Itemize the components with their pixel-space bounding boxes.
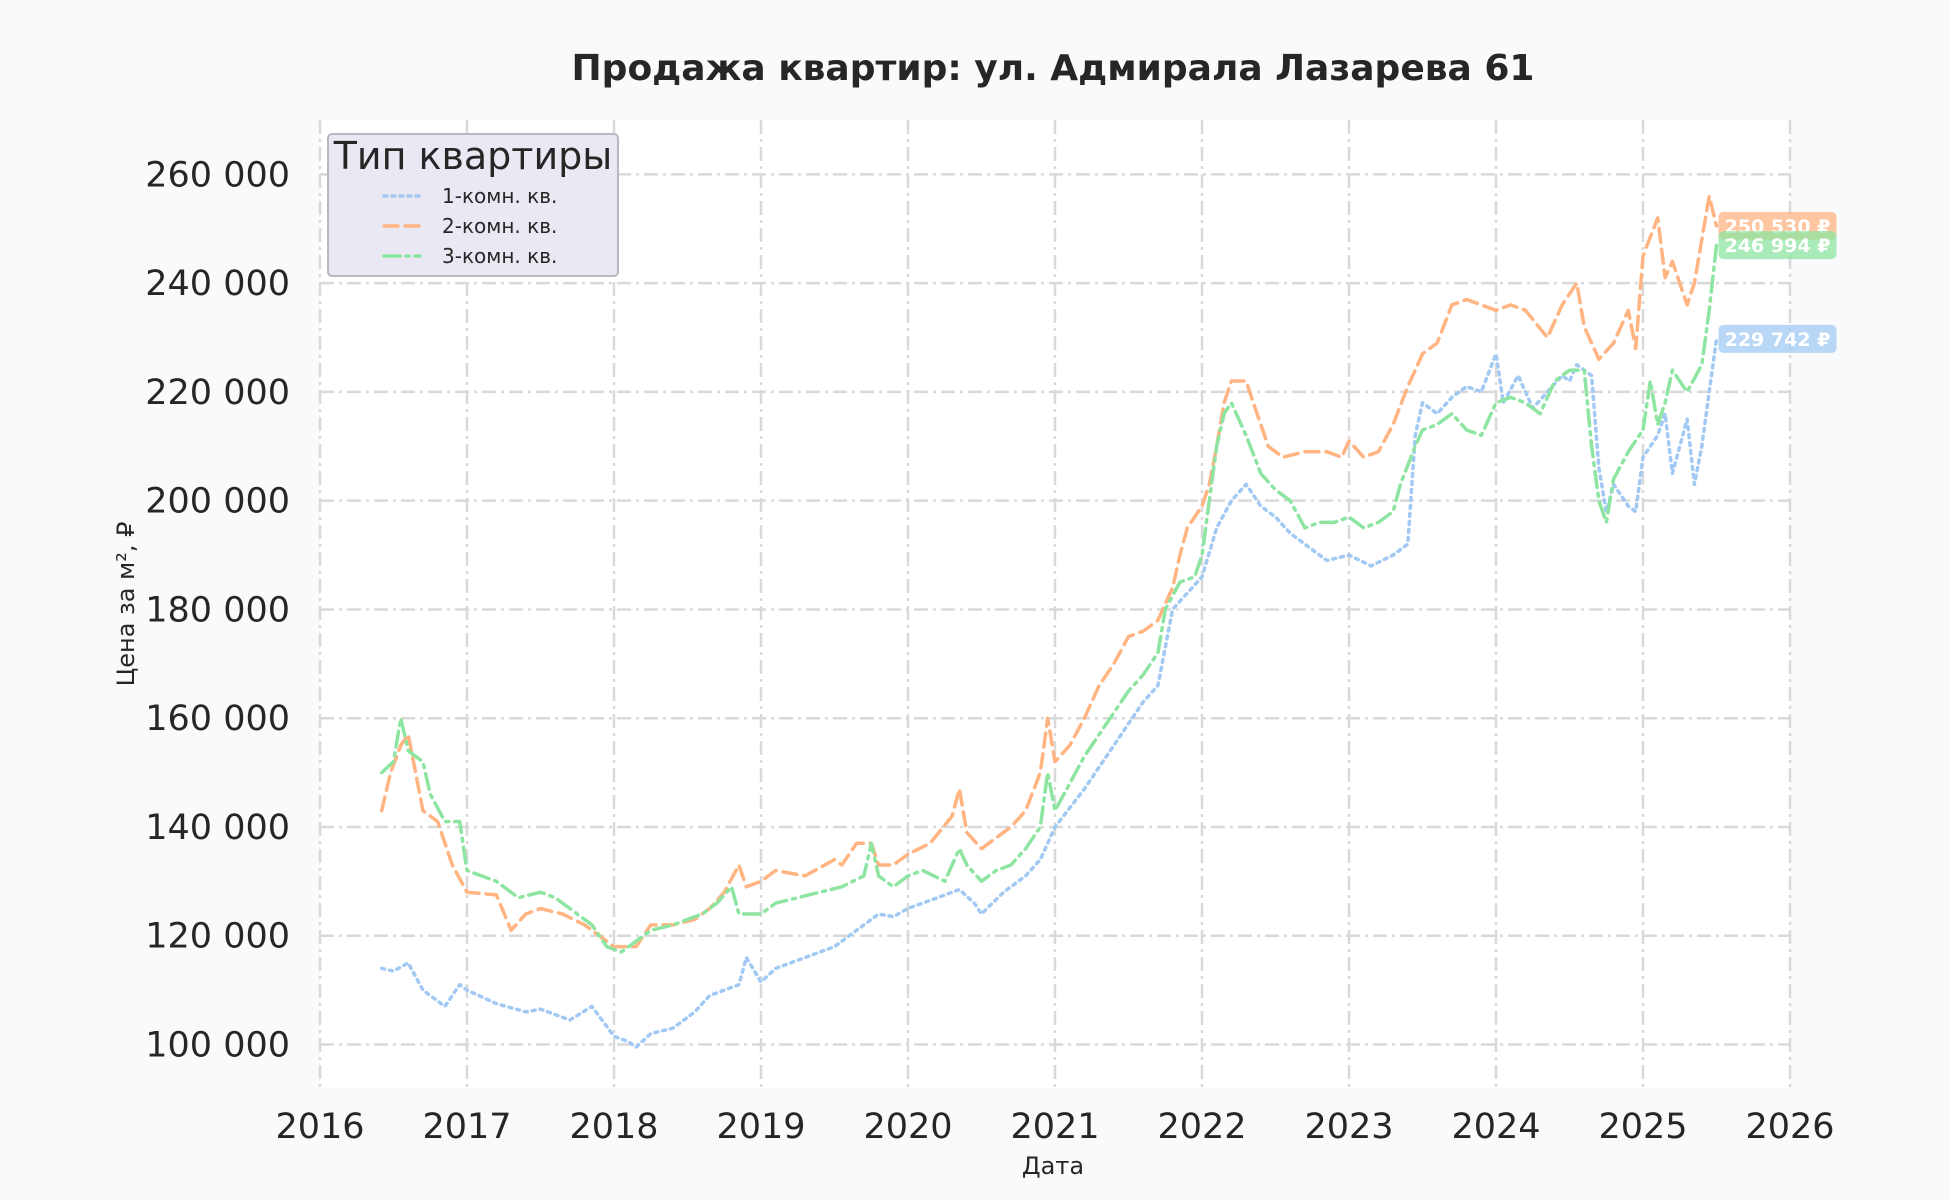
legend-box	[327, 133, 619, 277]
y-tick-label: 260 000	[145, 155, 290, 195]
y-axis-ticks: 100 000 120 000 140 000 160 000 180 000 200 0…	[145, 155, 290, 1065]
end-label-value: 246 994 ₽	[1725, 235, 1831, 257]
x-tick-label: 2021	[1010, 1107, 1099, 1147]
x-tick-label: 2017	[422, 1107, 511, 1147]
plot-area	[320, 120, 1790, 1088]
y-tick-label: 200 000	[145, 482, 290, 522]
series-line-3	[379, 243, 1719, 954]
legend-label-2: 2-комн. кв.	[442, 214, 557, 238]
x-tick-label: 2020	[863, 1107, 952, 1147]
x-axis-title: Дата	[1022, 1152, 1084, 1180]
chart-title: Продажа квартир: ул. Адмирала Лазарева 6…	[572, 48, 1535, 89]
end-label-3: 246 994 ₽	[1718, 231, 1837, 260]
legend-label-1: 1-комн. кв.	[442, 184, 557, 208]
end-label-value: 229 742 ₽	[1725, 329, 1831, 351]
legend: Тип квартиры 1-комн. кв. 2-комн. кв. 3-ком…	[327, 133, 619, 277]
y-tick-label: 140 000	[145, 808, 290, 848]
end-label-box	[1718, 324, 1837, 353]
x-tick-label: 2018	[569, 1107, 658, 1147]
end-label-box	[1718, 231, 1837, 260]
legend-label-3: 3-комн. кв.	[442, 244, 557, 268]
end-labels: 229 742 ₽250 530 ₽246 994 ₽	[1718, 211, 1837, 353]
series-layer	[379, 194, 1719, 1049]
end-label-1: 229 742 ₽	[1718, 324, 1837, 353]
y-tick-label: 240 000	[145, 264, 290, 304]
y-tick-label: 220 000	[145, 373, 290, 413]
x-tick-label: 2016	[275, 1107, 364, 1147]
series-line-2	[379, 194, 1719, 949]
legend-title: Тип квартиры	[333, 134, 613, 178]
x-axis-ticks: 2016 2017 2018 2019 2020 2021 2022 2023 2024 2025…	[275, 1107, 1834, 1147]
y-tick-label: 160 000	[145, 699, 290, 739]
legend-items: 1-комн. кв. 2-комн. кв. 3-комн. кв.	[382, 184, 557, 268]
series-line-1	[379, 337, 1719, 1049]
y-tick-label: 180 000	[145, 590, 290, 630]
y-tick-label: 120 000	[145, 917, 290, 957]
y-tick-label: 100 000	[145, 1025, 290, 1065]
x-tick-label: 2019	[716, 1107, 805, 1147]
x-tick-label: 2022	[1157, 1107, 1246, 1147]
y-axis-title: Цена за м², ₽	[112, 522, 140, 687]
x-tick-label: 2026	[1745, 1107, 1834, 1147]
x-tick-label: 2025	[1598, 1107, 1687, 1147]
x-tick-label: 2024	[1451, 1107, 1540, 1147]
x-tick-label: 2023	[1304, 1107, 1393, 1147]
